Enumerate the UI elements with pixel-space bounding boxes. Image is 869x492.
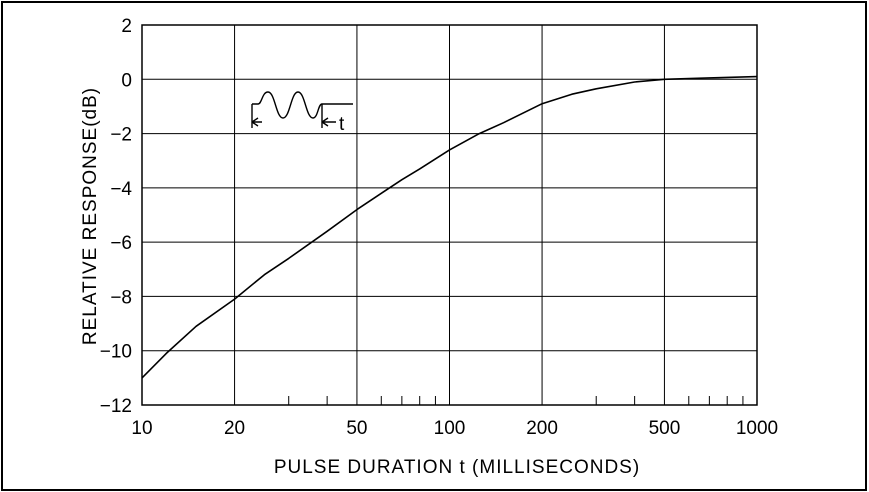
x-axis-label: PULSE DURATION t (MILLISECONDS) (274, 457, 640, 478)
pulse-waveform (252, 91, 353, 119)
x-tick-label: 200 (526, 418, 558, 439)
x-tick-label: 20 (224, 418, 245, 439)
pulse-duration-label: t (339, 114, 345, 135)
y-tick-label: 0 (121, 70, 132, 91)
y-tick-label: 2 (121, 16, 132, 37)
minor-ticks (288, 396, 744, 405)
series-layer (141, 75, 758, 379)
pulse-left-arrow (251, 117, 262, 127)
response-curve (141, 75, 758, 379)
plot-area-border (141, 24, 758, 406)
y-tick-label: −4 (110, 179, 132, 200)
x-tick-label: 50 (346, 418, 367, 439)
pulse-inset-diagram (251, 91, 353, 128)
y-tick-label: −6 (110, 233, 132, 254)
x-tick-label: 1000 (736, 418, 778, 439)
y-axis-label: RELATIVE RESPONSE(dB) (80, 87, 101, 345)
grid-lines (141, 24, 758, 406)
x-tick-labels: 10 20 50 100 200 500 1000 (131, 418, 778, 439)
pulse-right-arrow (321, 117, 336, 127)
y-tick-label: −12 (100, 396, 132, 417)
y-tick-label: −8 (110, 287, 132, 308)
x-tick-label: 500 (649, 418, 681, 439)
x-tick-label: 100 (434, 418, 466, 439)
y-tick-labels: 2 0 −2 −4 −6 −8 −10 −12 (100, 16, 133, 417)
x-tick-label: 10 (131, 418, 152, 439)
y-tick-label: −10 (100, 342, 132, 363)
y-tick-label: −2 (110, 125, 132, 146)
